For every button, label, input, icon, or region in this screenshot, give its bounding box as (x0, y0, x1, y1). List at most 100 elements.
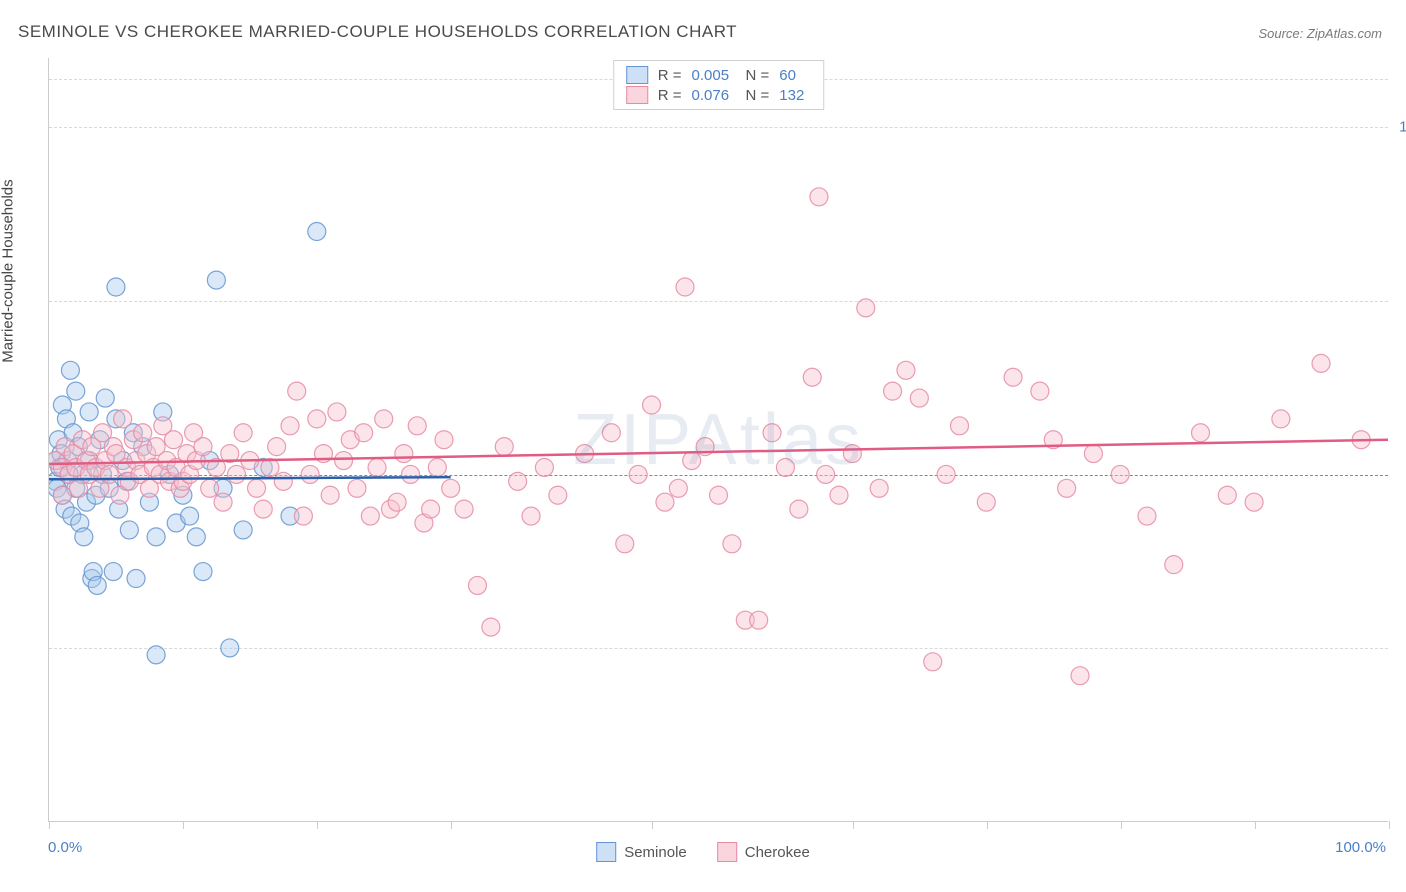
stats-legend-row: R =0.076N =132 (626, 85, 812, 105)
data-point (361, 507, 379, 525)
data-point (194, 563, 212, 581)
data-point (402, 465, 420, 483)
data-point (1111, 465, 1129, 483)
data-point (843, 445, 861, 463)
x-tick (1389, 821, 1390, 829)
data-point (830, 486, 848, 504)
x-tick (853, 821, 854, 829)
stat-r-label: R = (658, 67, 682, 84)
data-point (134, 424, 152, 442)
data-point (214, 493, 232, 511)
data-point (201, 479, 219, 497)
data-point (348, 479, 366, 497)
data-point (321, 486, 339, 504)
data-point (375, 410, 393, 428)
x-tick (183, 821, 184, 829)
legend-label: Seminole (624, 844, 687, 861)
data-point (723, 535, 741, 553)
x-tick (1255, 821, 1256, 829)
x-axis-max-label: 100.0% (1335, 839, 1386, 856)
chart-title: SEMINOLE VS CHEROKEE MARRIED-COUPLE HOUS… (18, 22, 737, 42)
stat-n-label: N = (746, 87, 770, 104)
data-point (388, 493, 406, 511)
data-point (395, 445, 413, 463)
x-tick (1121, 821, 1122, 829)
data-point (870, 479, 888, 497)
data-point (910, 389, 928, 407)
data-point (147, 528, 165, 546)
data-point (1004, 368, 1022, 386)
data-point (1071, 667, 1089, 685)
x-tick (451, 821, 452, 829)
data-point (53, 486, 71, 504)
x-axis-min-label: 0.0% (48, 839, 82, 856)
data-point (616, 535, 634, 553)
data-point (308, 223, 326, 241)
data-point (274, 472, 292, 490)
data-point (227, 465, 245, 483)
series-legend: Seminole Cherokee (596, 842, 810, 862)
y-axis-title: Married-couple Households (0, 179, 17, 362)
data-point (455, 500, 473, 518)
data-point (442, 479, 460, 497)
data-point (368, 458, 386, 476)
data-point (355, 424, 373, 442)
data-point (88, 576, 106, 594)
data-point (67, 382, 85, 400)
data-point (120, 521, 138, 539)
data-point (268, 438, 286, 456)
data-point (676, 278, 694, 296)
data-point (281, 417, 299, 435)
data-point (810, 188, 828, 206)
data-point (100, 465, 118, 483)
data-point (254, 500, 272, 518)
data-point (1192, 424, 1210, 442)
stat-n-value: 132 (779, 87, 811, 104)
data-point (763, 424, 781, 442)
data-point (308, 410, 326, 428)
data-point (1084, 445, 1102, 463)
data-point (1312, 354, 1330, 372)
data-point (790, 500, 808, 518)
data-point (234, 521, 252, 539)
data-point (75, 528, 93, 546)
data-point (114, 410, 132, 428)
data-point (951, 417, 969, 435)
stat-n-value: 60 (779, 67, 811, 84)
data-point (335, 452, 353, 470)
legend-swatch (596, 842, 616, 862)
legend-label: Cherokee (745, 844, 810, 861)
data-point (549, 486, 567, 504)
data-point (61, 361, 79, 379)
stats-legend-row: R =0.005N =60 (626, 65, 812, 85)
data-point (937, 465, 955, 483)
data-point (656, 493, 674, 511)
data-point (509, 472, 527, 490)
chart-container: SEMINOLE VS CHEROKEE MARRIED-COUPLE HOUS… (0, 0, 1406, 892)
data-point (803, 368, 821, 386)
data-point (221, 639, 239, 657)
data-point (709, 486, 727, 504)
data-point (194, 438, 212, 456)
data-point (776, 458, 794, 476)
data-point (468, 576, 486, 594)
data-point (127, 570, 145, 588)
data-point (750, 611, 768, 629)
data-point (977, 493, 995, 511)
data-point (535, 458, 553, 476)
data-point (207, 271, 225, 289)
data-point (328, 403, 346, 421)
data-point (924, 653, 942, 671)
stat-r-value: 0.076 (692, 87, 736, 104)
data-point (96, 389, 114, 407)
x-tick (49, 821, 50, 829)
x-tick (987, 821, 988, 829)
data-point (428, 458, 446, 476)
x-tick (317, 821, 318, 829)
data-point (1165, 556, 1183, 574)
legend-item: Seminole (596, 842, 687, 862)
data-point (522, 507, 540, 525)
legend-swatch (626, 86, 648, 104)
data-point (495, 438, 513, 456)
data-point (288, 382, 306, 400)
